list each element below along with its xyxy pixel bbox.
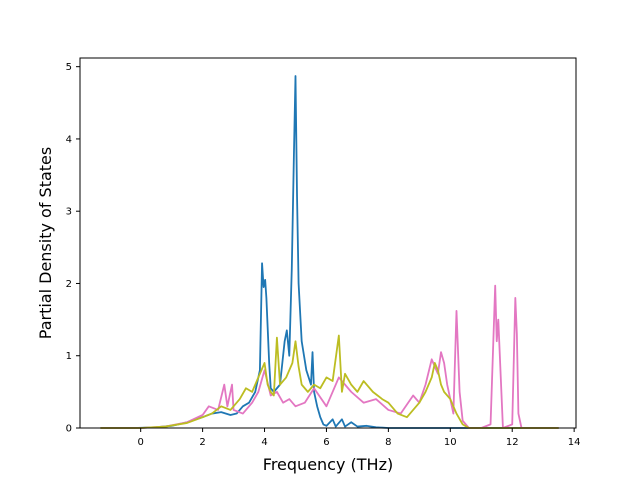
- series-line-3: [100, 334, 559, 429]
- series-line-2: [100, 284, 559, 429]
- y-tick-label: 1: [66, 351, 72, 362]
- x-tick-label: 14: [568, 437, 581, 448]
- y-tick-label: 4: [66, 134, 72, 145]
- y-axis: 0 1 2 3 4 5: [66, 62, 80, 435]
- x-axis-label: Frequency (THz): [263, 455, 393, 474]
- y-tick-label: 3: [66, 207, 72, 218]
- x-tick-label: 10: [444, 437, 457, 448]
- x-tick-label: 6: [323, 437, 329, 448]
- y-tick-label: 5: [66, 62, 72, 73]
- x-tick-label: 8: [385, 437, 391, 448]
- x-tick-label: 0: [137, 437, 143, 448]
- x-tick-label: 12: [506, 437, 519, 448]
- y-axis-label: Partial Density of States: [36, 147, 55, 339]
- plot-frame: [79, 57, 577, 429]
- series-line-1: [100, 75, 559, 429]
- plot-lines: [100, 75, 559, 429]
- x-tick-label: 4: [261, 437, 267, 448]
- y-tick-label: 0: [66, 424, 72, 435]
- y-tick-label: 2: [66, 279, 72, 290]
- x-tick-label: 2: [199, 437, 205, 448]
- x-axis: 0 2 4 6 8 10 12 14: [137, 428, 581, 448]
